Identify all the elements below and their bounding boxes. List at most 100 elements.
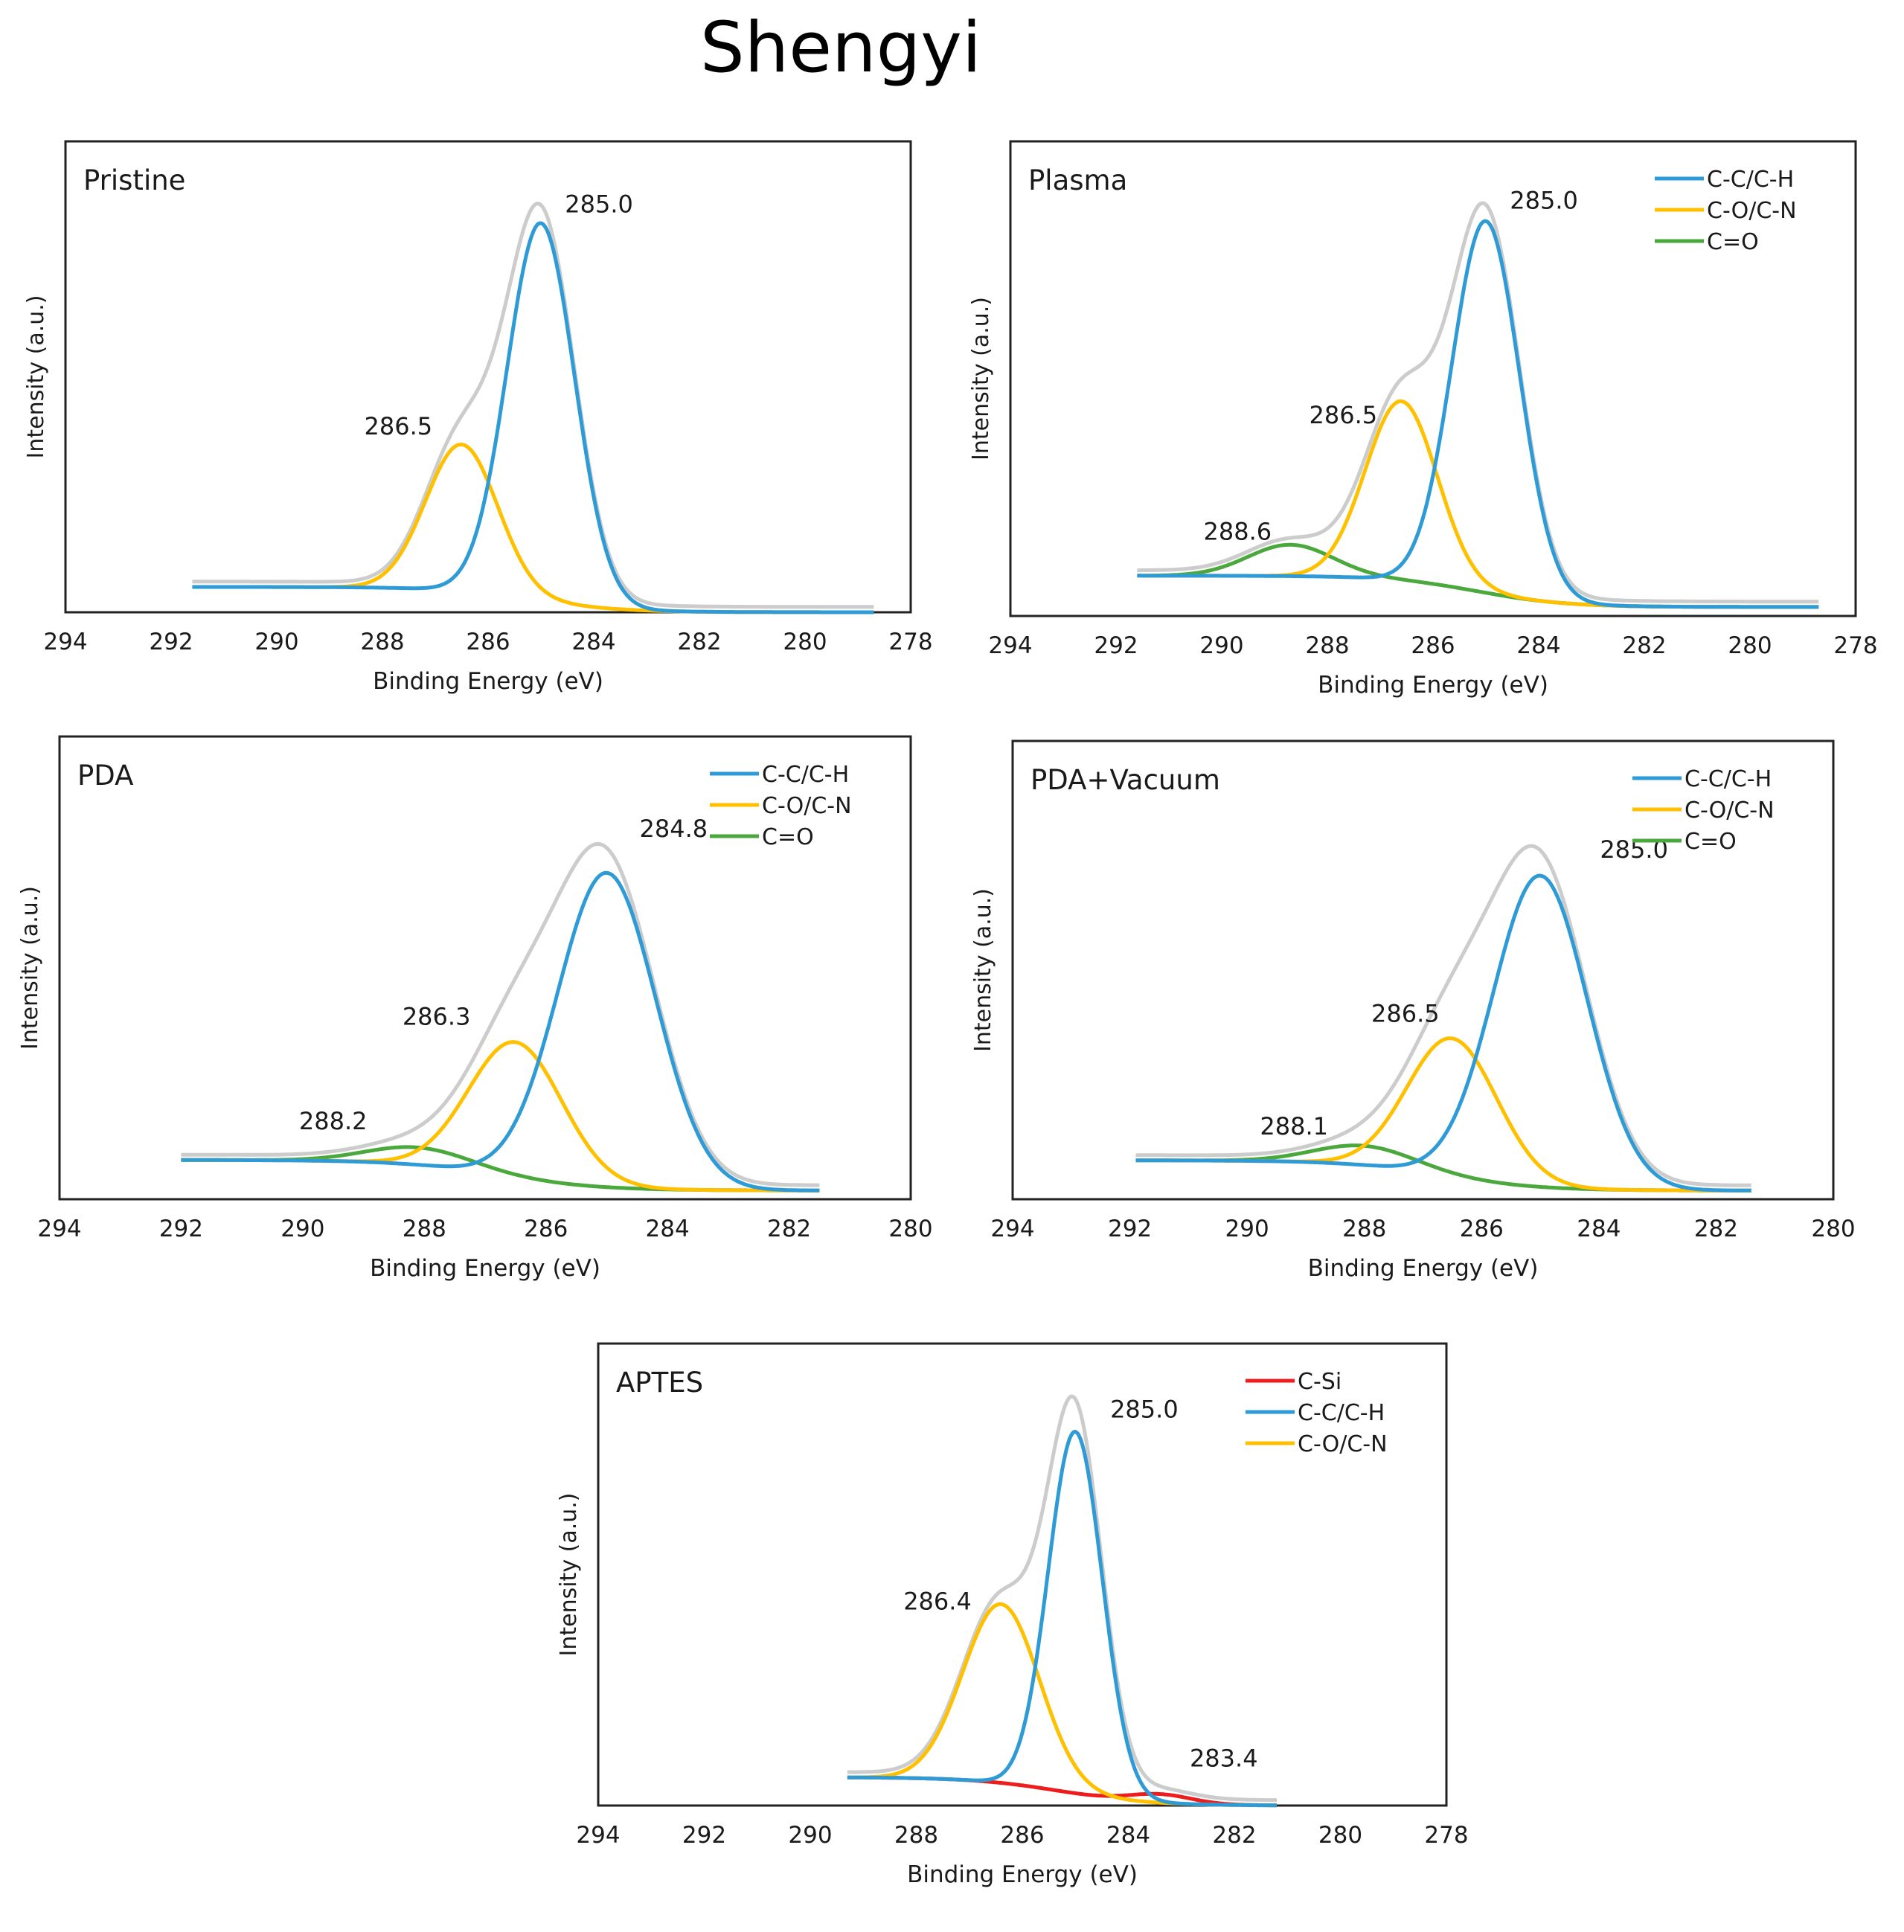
peak-label: 288.2 (299, 1107, 368, 1135)
x-tick-label: 280 (888, 1216, 932, 1242)
peak-label: 286.5 (1309, 401, 1377, 429)
x-tick-label: 292 (682, 1822, 726, 1849)
y-axis-label: Intensity (a.u.) (23, 295, 49, 459)
plot-frame (58, 735, 912, 1201)
envelope-line (1137, 201, 1819, 604)
x-tick-label: 292 (1094, 632, 1138, 659)
peak-label: 286.5 (1371, 1000, 1440, 1028)
x-axis-label: Binding Energy (eV) (1318, 672, 1548, 699)
x-tick-label: 288 (403, 1216, 446, 1242)
panel-title: Plasma (1028, 164, 1127, 196)
peak-label: 288.1 (1260, 1112, 1328, 1140)
x-tick-label: 294 (988, 632, 1032, 659)
x-tick-label: 290 (1225, 1216, 1269, 1242)
x-tick-label: 284 (1516, 632, 1560, 659)
x-tick-label: 278 (1833, 632, 1877, 659)
x-tick-label: 290 (1199, 632, 1243, 659)
legend-label: C=O (1685, 829, 1737, 855)
x-tick-label: 284 (646, 1216, 690, 1242)
peak-label: 285.0 (1510, 186, 1578, 214)
legend-label: C-O/C-N (1685, 797, 1775, 824)
series-line-c-c-c-h (847, 1429, 1277, 1808)
series-line-c-c-c-h (181, 870, 820, 1193)
series-line-c-c-c-h (1135, 873, 1751, 1193)
series-line-c-c-c-h (1137, 219, 1819, 609)
legend-label: C-C/C-H (1298, 1400, 1385, 1426)
x-tick-label: 278 (1424, 1822, 1468, 1849)
x-axis-label: Binding Energy (eV) (1308, 1255, 1539, 1282)
plot-frame (597, 1342, 1448, 1807)
peak-label: 286.3 (403, 1002, 471, 1030)
plot-frame (1009, 140, 1857, 617)
x-tick-label: 284 (1577, 1216, 1621, 1242)
panel-title: PDA+Vacuum (1030, 764, 1220, 796)
envelope-line (192, 202, 874, 609)
y-axis-label: Intensity (a.u.) (968, 297, 994, 460)
panel-title: PDA (77, 760, 133, 792)
legend-label: C-Si (1298, 1369, 1342, 1395)
x-tick-label: 280 (1811, 1216, 1855, 1242)
peak-label: 286.5 (364, 412, 432, 440)
plot-frame (1011, 739, 1835, 1201)
legend-label: C-O/C-N (762, 793, 852, 819)
peak-label: 288.6 (1203, 518, 1272, 546)
x-axis-label: Binding Energy (eV) (373, 668, 603, 695)
panel-title: Pristine (83, 164, 185, 196)
x-tick-label: 286 (1000, 1822, 1044, 1849)
x-tick-label: 282 (1622, 632, 1666, 659)
plot-frame (64, 140, 912, 614)
x-tick-label: 288 (894, 1822, 938, 1849)
panel-pda: 294 292 290 288 286 284 282 280 Binding Energy (… (17, 735, 933, 1282)
envelope-line (847, 1394, 1277, 1803)
series-line-c-si (847, 1775, 1277, 1808)
x-tick-label: 282 (1212, 1822, 1256, 1849)
x-tick-label: 286 (524, 1216, 568, 1242)
x-tick-label: 292 (1108, 1216, 1152, 1242)
x-tick-label: 288 (1342, 1216, 1386, 1242)
x-tick-label: 282 (677, 629, 721, 655)
x-tick-label: 284 (1106, 1822, 1150, 1849)
x-tick-label: 286 (1460, 1216, 1504, 1242)
legend-label: C-O/C-N (1707, 198, 1797, 224)
x-tick-label: 282 (1694, 1216, 1738, 1242)
series-line-c-o-c-n (847, 1602, 1277, 1808)
panel-title: APTES (616, 1367, 703, 1399)
x-tick-label: 280 (1728, 632, 1772, 659)
legend-label: C-O/C-N (1298, 1431, 1388, 1457)
panel-aptes: 294 292 290 288 286 284 282 280 278 Binding Energ… (556, 1342, 1469, 1888)
panel-pristine: 294 292 290 288 286 284 282 280 278 Binding Energ… (23, 140, 933, 695)
figure-title: Shengyi (699, 7, 982, 89)
x-tick-label: 294 (43, 629, 87, 655)
x-tick-label: 288 (360, 629, 404, 655)
x-tick-label: 290 (788, 1822, 832, 1849)
x-axis-label: Binding Energy (eV) (907, 1861, 1138, 1888)
legend-label: C-C/C-H (1707, 167, 1794, 193)
x-tick-label: 286 (466, 629, 510, 655)
x-tick-label: 292 (159, 1216, 203, 1242)
legend-label: C-C/C-H (762, 762, 849, 788)
x-tick-label: 294 (576, 1822, 620, 1849)
legend-label: C=O (762, 824, 814, 850)
x-tick-label: 278 (888, 629, 932, 655)
y-axis-label: Intensity (a.u.) (556, 1493, 582, 1657)
peak-label: 285.0 (1110, 1396, 1179, 1424)
x-tick-label: 290 (281, 1216, 324, 1242)
peak-label: 283.4 (1190, 1744, 1258, 1772)
series-line-c-c-c-h (192, 221, 874, 614)
x-tick-label: 286 (1411, 632, 1455, 659)
x-tick-label: 288 (1305, 632, 1349, 659)
y-axis-label: Intensity (a.u.) (17, 886, 43, 1050)
x-tick-label: 280 (783, 629, 827, 655)
envelope-line (181, 841, 820, 1187)
legend-label: C=O (1707, 229, 1759, 255)
x-tick-label: 294 (990, 1216, 1034, 1242)
peak-label: 285.0 (565, 190, 633, 219)
panel-pda-vacuum: 294 292 290 288 286 284 282 280 Binding Energy (… (970, 739, 1856, 1282)
x-tick-label: 282 (767, 1216, 811, 1242)
series-line-c-o-c-n (1135, 1036, 1751, 1193)
x-tick-label: 284 (571, 629, 615, 655)
peak-label: 284.8 (640, 815, 708, 843)
legend-label: C-C/C-H (1685, 766, 1772, 792)
x-tick-label: 294 (37, 1216, 81, 1242)
